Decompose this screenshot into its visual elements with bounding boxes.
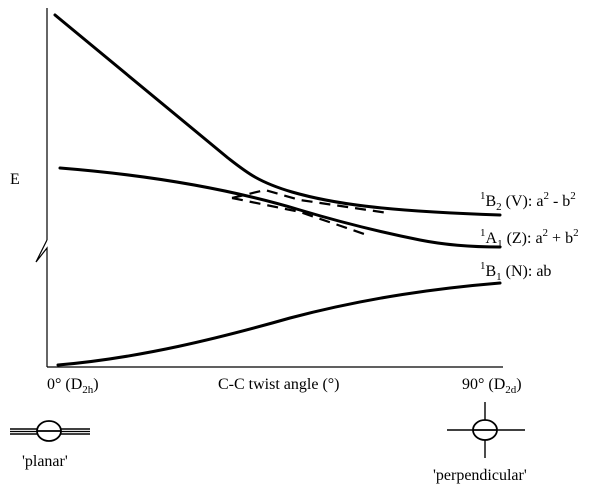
upper-state-curve — [55, 15, 500, 215]
x-axis-right-label: 90°(D2d) — [462, 376, 522, 396]
zwitterionic-state-curve — [60, 168, 500, 247]
perpendicular-caption: 'perpendicular' — [433, 467, 527, 484]
svg-text:1B2(V):a2-b2: 1B2(V):a2-b2 — [480, 190, 576, 213]
y-axis-label: E — [10, 171, 20, 188]
svg-text:1B1(N):ab: 1B1(N):ab — [480, 260, 551, 283]
planar-geometry-icon — [10, 421, 90, 441]
energy-axis-break — [36, 240, 47, 262]
ground-state-curve — [58, 283, 500, 365]
planar-caption: 'planar' — [22, 453, 68, 470]
x-axis-left-label: 0°(D2h) — [47, 376, 99, 396]
perpendicular-geometry-icon — [447, 402, 525, 458]
diabatic-crossing-upper — [232, 190, 388, 213]
state-label-n: 1B1(N):ab — [480, 260, 551, 283]
svg-text:1A1(Z):a2+b2: 1A1(Z):a2+b2 — [480, 227, 579, 250]
x-axis-title: C-C twist angle (°) — [218, 376, 340, 393]
state-label-z: 1A1(Z):a2+b2 — [480, 227, 579, 250]
state-label-v: 1B2(V):a2-b2 — [480, 190, 576, 213]
